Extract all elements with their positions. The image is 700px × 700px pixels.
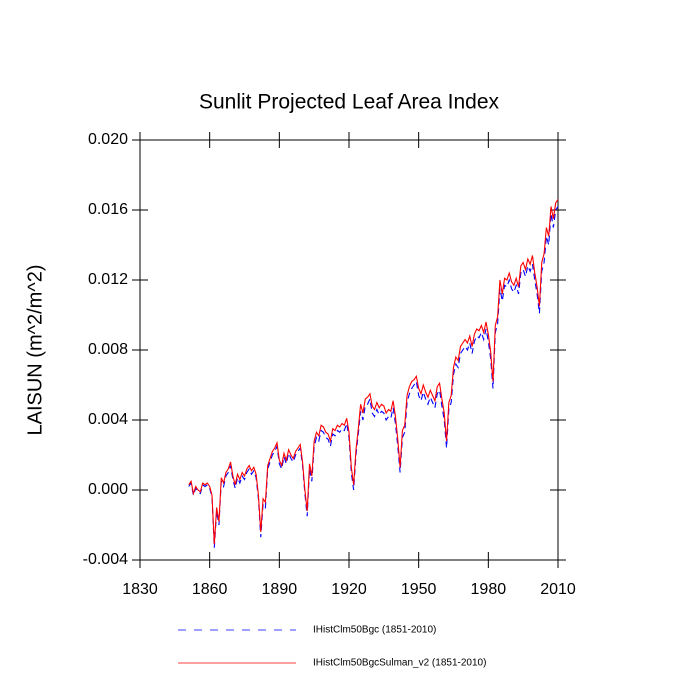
y-tick-label: 0.020: [88, 131, 128, 148]
x-tick-label: 1950: [401, 581, 437, 598]
x-tick-label: 1860: [192, 581, 228, 598]
legend-label: IHistClm50Bgc (1851-2010): [313, 625, 436, 636]
x-tick-label: 1980: [471, 581, 507, 598]
x-tick-label: 1890: [262, 581, 298, 598]
x-tick-label: 1830: [122, 581, 158, 598]
x-tick-label: 2010: [540, 581, 576, 598]
y-axis-label: LAISUN (m^2/m^2): [24, 264, 46, 435]
chart-title: Sunlit Projected Leaf Area Index: [199, 91, 500, 114]
x-tick-label: 1920: [331, 581, 367, 598]
legend-label: IHistClm50BgcSulman_v2 (1851-2010): [313, 658, 486, 669]
series-line: [188, 199, 559, 545]
y-tick-label: 0.000: [88, 481, 128, 498]
y-tick-label: 0.016: [88, 201, 128, 218]
y-tick-label: 0.012: [88, 271, 128, 288]
y-tick-label: 0.008: [88, 341, 128, 358]
y-tick-label: 0.004: [88, 411, 128, 428]
y-tick-label: -0.004: [83, 551, 128, 568]
series-line: [188, 206, 559, 548]
